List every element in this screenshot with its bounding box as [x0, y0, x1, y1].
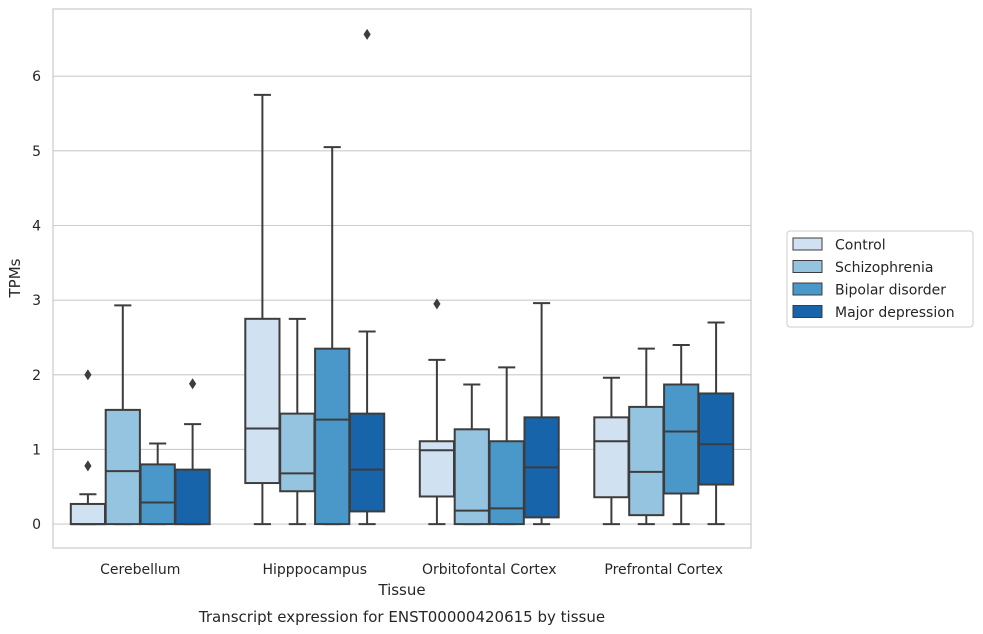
legend-swatch	[792, 282, 823, 296]
x-tick-label: Hipppocampus	[262, 562, 367, 578]
box-control-prefrontal-cortex	[593, 376, 630, 526]
legend-label: Bipolar disorder	[835, 283, 946, 299]
box-major-depression-orbitofontal-cortex	[523, 302, 560, 526]
legend-swatch	[792, 260, 823, 273]
outlier-marker	[363, 28, 371, 40]
legend: Control Schizophrenia Bipolar disorder Majo…	[786, 230, 974, 328]
iqr-box	[174, 468, 211, 526]
x-tick-label: Prefrontal Cortex	[604, 562, 723, 578]
iqr-box	[488, 440, 525, 526]
y-tick-label: 4	[32, 218, 41, 234]
y-axis-label: TPMs	[6, 258, 24, 298]
box-schizophrenia-hipppocampus	[279, 317, 316, 526]
legend-label: Schizophrenia	[835, 260, 933, 276]
iqr-box	[593, 416, 630, 499]
box-major-depression-cerebellum	[174, 378, 211, 526]
y-tick-label: 5	[32, 144, 41, 160]
iqr-box	[279, 412, 316, 493]
iqr-box	[104, 408, 141, 526]
box-schizophrenia-prefrontal-cortex	[628, 347, 665, 526]
outlier-marker	[433, 298, 441, 310]
plot-area-frame	[52, 8, 752, 549]
box-major-depression-hipppocampus	[348, 28, 386, 526]
legend-label: Major depression	[835, 305, 955, 321]
iqr-box	[663, 383, 700, 495]
box-schizophrenia-orbitofontal-cortex	[453, 383, 490, 526]
box-schizophrenia-cerebellum	[104, 304, 141, 526]
box-major-depression-prefrontal-cortex	[697, 321, 735, 526]
x-axis-ticks: Cerebellum Hipppocampus Orbitofontal Corte…	[100, 562, 723, 578]
y-tick-label: 2	[32, 368, 41, 384]
iqr-box	[628, 405, 665, 517]
outlier-marker	[84, 460, 92, 472]
box-control-orbitofontal-cortex	[418, 298, 456, 526]
legend-frame	[786, 230, 974, 328]
box-bipolar-disorder-prefrontal-cortex	[663, 343, 700, 526]
y-tick-label: 0	[32, 517, 41, 533]
iqr-box	[69, 502, 107, 526]
iqr-box	[244, 317, 281, 485]
legend-swatch	[792, 305, 823, 318]
x-tick-label: Orbitofontal Cortex	[422, 562, 557, 578]
box-bipolar-disorder-hipppocampus	[314, 146, 351, 526]
grid-lines	[53, 75, 751, 525]
y-axis-ticks: 0 1 2 3 4 5 6	[32, 69, 41, 533]
legend-label: Control	[835, 238, 886, 254]
legend-swatch	[792, 237, 823, 251]
box-control-cerebellum	[69, 369, 107, 526]
iqr-box	[348, 412, 386, 513]
x-axis-label: Tissue	[377, 581, 425, 599]
outlier-marker	[189, 378, 197, 390]
box-bipolar-disorder-orbitofontal-cortex	[488, 366, 525, 526]
iqr-box	[314, 347, 351, 526]
box-series	[69, 28, 735, 526]
legend-items: Control Schizophrenia Bipolar disorder Majo…	[792, 237, 955, 321]
x-tick-label: Cerebellum	[100, 562, 180, 578]
iqr-box	[139, 463, 176, 526]
y-tick-label: 6	[32, 69, 41, 85]
box-control-hipppocampus	[244, 93, 281, 526]
outlier-marker	[84, 369, 92, 381]
box-bipolar-disorder-cerebellum	[139, 442, 176, 526]
y-tick-label: 3	[32, 293, 41, 309]
iqr-box	[697, 392, 735, 486]
y-tick-label: 1	[32, 442, 41, 458]
chart-caption: Transcript expression for ENST0000042061…	[198, 608, 605, 626]
